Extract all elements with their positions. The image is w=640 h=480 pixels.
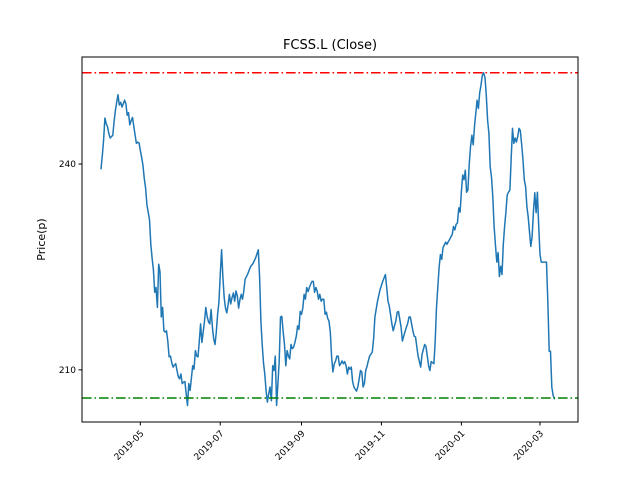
price-line-close [100,72,556,407]
x-tick-label: 2019-09 [274,429,308,463]
y-tick-label: 240 [59,160,76,170]
x-tick-label: 2019-07 [193,429,227,463]
chart-title: FCSS.L (Close) [283,38,377,53]
series-group [100,72,556,407]
x-tick-label: 2019-05 [113,429,147,463]
y-axis-ticks: 240 210 [59,160,82,376]
x-tick-label: 2020-01 [434,429,468,463]
x-tick-label: 2019-11 [354,429,388,463]
y-axis-label: Price(p) [35,218,48,260]
y-tick-label: 210 [59,366,76,376]
reference-lines-group [82,72,578,399]
x-tick-label: 2020-03 [512,429,546,463]
plot-border [81,56,579,423]
x-axis-ticks: 2019-05 2019-07 2019-09 2019-11 2020-01 2020-… [113,422,546,463]
